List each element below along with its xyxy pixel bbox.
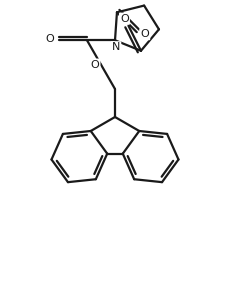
Text: O: O xyxy=(46,34,54,44)
Text: N: N xyxy=(112,42,120,52)
Text: O: O xyxy=(140,29,149,39)
Text: O: O xyxy=(120,14,129,24)
Text: O: O xyxy=(91,60,99,69)
